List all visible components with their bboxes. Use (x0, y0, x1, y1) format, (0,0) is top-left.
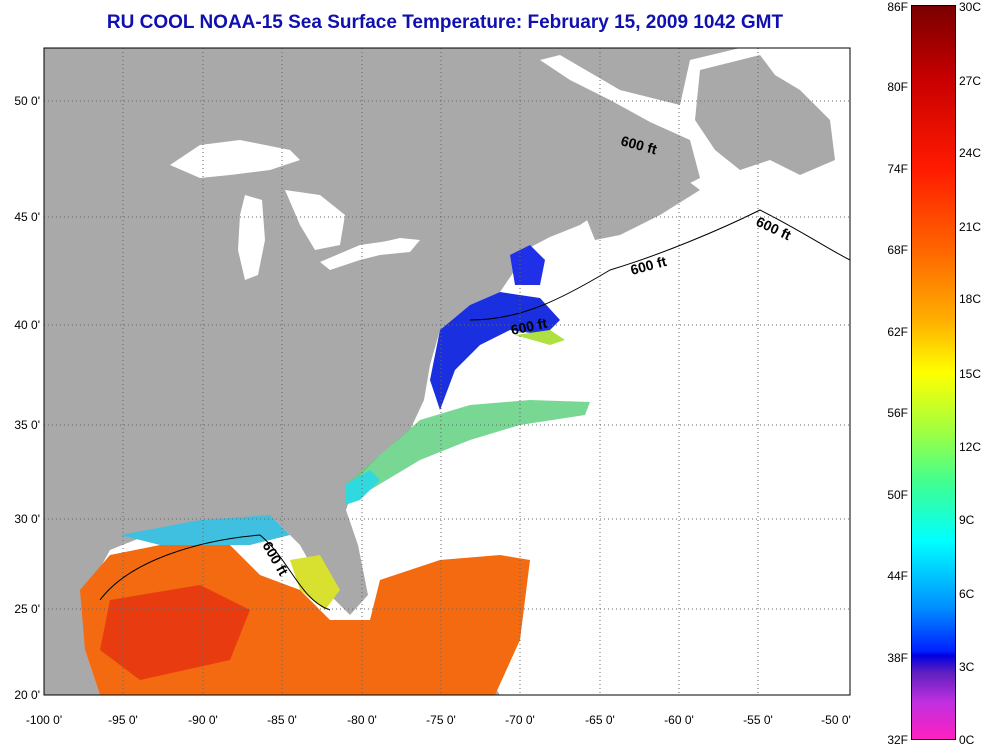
lon-label: -70 0' (505, 713, 535, 727)
lat-label: 35 0' (14, 418, 40, 432)
lon-label: -50 0' (821, 713, 851, 727)
great-lakes (170, 140, 420, 280)
contour-label: 600 ft (509, 315, 548, 338)
nova-scotia (585, 175, 700, 240)
colorbar-c-label: 21C (959, 220, 982, 234)
contour-line-north (469, 209, 851, 321)
lat-label: 20 0' (14, 688, 40, 702)
colorbar-c-label: 0C (959, 733, 975, 747)
lon-label: -85 0' (267, 713, 297, 727)
sst-gulf-of-maine (510, 245, 545, 285)
sst-slope-green (515, 330, 565, 345)
contour-600ft (99, 209, 851, 611)
lon-label: -80 0' (347, 713, 377, 727)
lon-label: -95 0' (108, 713, 138, 727)
colorbar-f-label: 74F (887, 162, 908, 176)
colorbar-f-label: 44F (887, 569, 908, 583)
colorbar-f-label: 32F (887, 733, 908, 747)
lake-ontario (370, 238, 420, 255)
lon-label: -60 0' (664, 713, 694, 727)
colorbar-c-label: 15C (959, 367, 982, 381)
sst-patches (80, 245, 590, 695)
colorbar-c-label: 12C (959, 440, 982, 454)
map-frame (43, 47, 851, 696)
lat-label: 40 0' (14, 318, 40, 332)
lon-label: -100 0' (25, 713, 63, 727)
lat-label: 25 0' (14, 602, 40, 616)
colorbar-f-label: 56F (887, 406, 908, 420)
colorbar-f-label: 38F (887, 651, 908, 665)
newfoundland (695, 55, 835, 175)
lat-label: 50 0' (14, 94, 40, 108)
colorbar-f-label: 86F (887, 0, 908, 14)
lat-label: 45 0' (14, 210, 40, 224)
colorbar-f-label: 68F (887, 243, 908, 257)
colorbar-c-label: 3C (959, 660, 975, 674)
colorbar-c-label: 9C (959, 513, 975, 527)
map-title: RU COOL NOAA-15 Sea Surface Temperature:… (106, 12, 784, 33)
sst-carolina-cyan (345, 470, 380, 505)
lake-huron (285, 190, 345, 250)
colorbar (911, 5, 956, 740)
contour-line-gulf (99, 534, 331, 611)
lon-label: -65 0' (585, 713, 615, 727)
colorbar-c-label: 30C (959, 0, 982, 14)
colorbar-c-label: 27C (959, 74, 982, 88)
colorbar-f-label: 50F (887, 488, 908, 502)
lake-michigan (238, 195, 265, 280)
colorbar-f-label: 80F (887, 80, 908, 94)
colorbar-f-label: 62F (887, 325, 908, 339)
lon-label: -55 0' (743, 713, 773, 727)
sst-gulf-cool (120, 515, 290, 545)
sst-shelf-blue (430, 292, 560, 410)
lat-label: 30 0' (14, 512, 40, 526)
colorbar-c-label: 18C (959, 292, 982, 306)
lon-label: -75 0' (426, 713, 456, 727)
lon-label: -90 0' (188, 713, 218, 727)
sst-gulf-yellow (290, 555, 340, 610)
colorbar-c-label: 24C (959, 146, 982, 160)
colorbar-c-label: 6C (959, 587, 975, 601)
